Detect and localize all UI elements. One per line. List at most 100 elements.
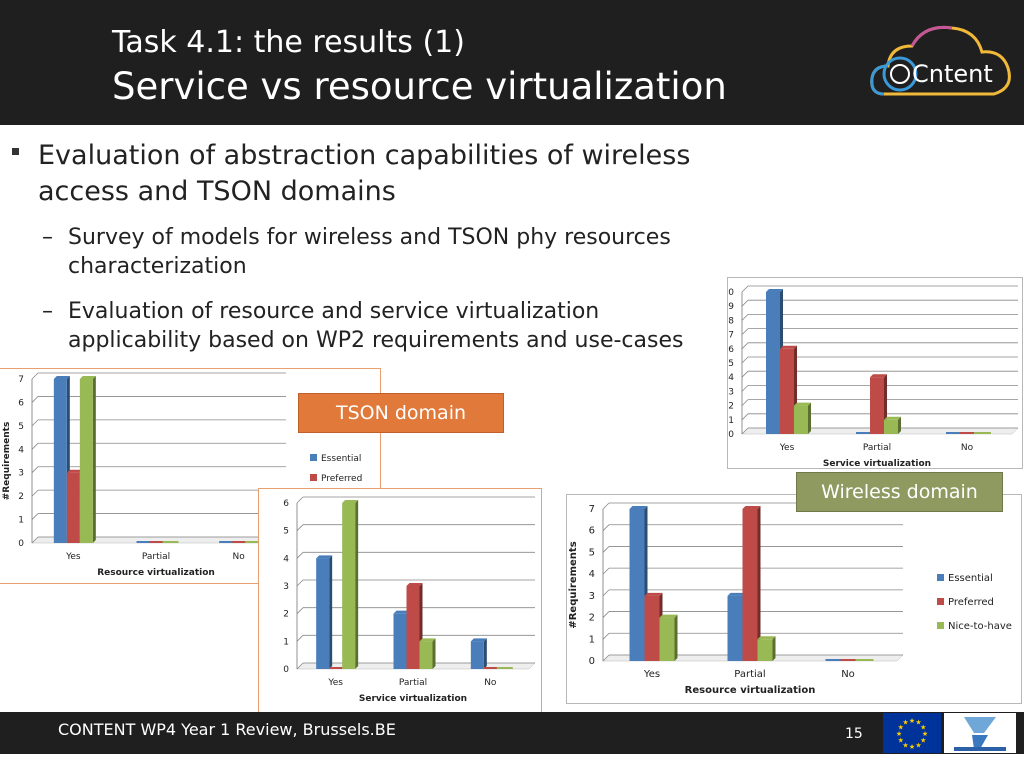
bar-partial-preferred (742, 506, 761, 661)
content-cloud-logo: Cntent (866, 16, 1016, 116)
y-tick-label: 6 (283, 499, 289, 509)
legend-swatch (937, 598, 944, 605)
x-axis-label: Service virtualization (359, 694, 467, 704)
eu-star-icon: ★ (898, 737, 904, 745)
y-tick-label: 7 (728, 331, 734, 341)
grid-line-side (296, 635, 304, 642)
x-axis-label: Resource virtualization (97, 568, 215, 578)
eu-star-icon: ★ (896, 730, 902, 738)
sub-bullet-1-text: Survey of models for wireless and TSON p… (68, 225, 671, 279)
y-tick-label: 4 (283, 554, 289, 564)
bar-yes-nice-to-have (659, 614, 678, 661)
y-tick-label: 6 (728, 345, 734, 355)
bar-yes-nice-to-have (79, 376, 96, 543)
grid-line-side (602, 502, 610, 510)
seventh-framework-programme-logo (944, 713, 1016, 753)
slide-header (0, 0, 1024, 125)
legend-swatch (310, 474, 317, 481)
grid-line-side (296, 607, 304, 614)
chart-wireless-service: 0 1 2 3 4 5 6 7 8 9 10 Yes Partial No Service virtuali… (727, 277, 1023, 469)
legend-swatch (937, 574, 944, 581)
y-tick-label: 10 (728, 288, 734, 298)
y-tick-label: 0 (589, 656, 595, 667)
y-tick-label: 2 (283, 610, 289, 620)
grid-line-side (602, 611, 610, 618)
eu-star-icon: ★ (920, 737, 926, 745)
slide-title-line2: Service vs resource virtualization (112, 65, 727, 108)
x-tick-label: No (961, 443, 974, 453)
bar-no-preferred (232, 541, 249, 543)
x-tick-label: Partial (734, 669, 765, 680)
grid-line-side (741, 356, 749, 364)
bar-partial-essential (136, 541, 153, 543)
x-tick-label: No (484, 678, 497, 688)
grid-line-side (602, 633, 610, 640)
grid-line-side (741, 299, 749, 307)
legend-swatch (937, 622, 944, 629)
page-number: 15 (845, 726, 863, 742)
sub-bullet-dash: – (42, 299, 53, 324)
y-tick-label: 1 (728, 416, 734, 426)
y-tick-label: 4 (18, 445, 24, 455)
wireless-service-svg: 0 1 2 3 4 5 6 7 8 9 10 Yes Partial No Service virtuali… (728, 285, 1019, 468)
x-tick-label: Yes (779, 443, 795, 453)
legend-entry: Essential (948, 573, 993, 584)
eu-star-icon: ★ (898, 724, 904, 732)
y-tick-label: 5 (283, 527, 289, 537)
grid-line-side (741, 328, 749, 335)
bar-yes-nice-to-have (794, 402, 811, 434)
grid-line-side (296, 662, 304, 670)
x-tick-label: No (233, 552, 246, 562)
y-tick-label: 1 (589, 634, 595, 645)
logo-text: Cntent (912, 60, 993, 88)
bar-partial-preferred (870, 374, 887, 434)
grid-line-side (296, 524, 304, 531)
grid-line-side (741, 285, 749, 293)
eu-star-icon: ★ (909, 743, 915, 751)
tson-domain-label: TSON domain (298, 393, 504, 433)
grid-line-side (741, 399, 749, 406)
grid-line-side (741, 385, 749, 392)
main-bullet-text: Evaluation of abstraction capabilities o… (38, 140, 691, 207)
grid-line-side (31, 513, 39, 520)
wireless-resource-svg: 0 1 2 3 4 5 6 7 Yes Partial No Resource virtualizat… (568, 502, 1012, 696)
grid-line-side (602, 567, 610, 575)
eu-star-icon: ★ (902, 741, 908, 749)
grid-line-side (741, 342, 749, 350)
chart-tson-service: 0 1 2 3 4 5 6 Yes Partial No Service virtualizatio… (258, 488, 542, 714)
y-tick-label: 4 (589, 569, 595, 580)
y-tick-label: 5 (18, 422, 24, 432)
sub-bullet-2-text: Evaluation of resource and service virtu… (68, 299, 684, 353)
bar-no-nice-to-have (496, 667, 513, 669)
grid-line-side (602, 546, 610, 553)
x-tick-label: No (841, 669, 855, 680)
footer-text: CONTENT WP4 Year 1 Review, Brussels.BE (58, 720, 396, 739)
grid-line-side (741, 427, 749, 435)
y-tick-label: 4 (728, 373, 734, 383)
eu-star-icon: ★ (915, 741, 921, 749)
y-axis-label: #Requirements (2, 422, 12, 501)
y-tick-label: 5 (728, 359, 734, 369)
bar-no-nice-to-have (855, 659, 874, 661)
grid-line-side (602, 654, 610, 662)
slide-title-line1: Task 4.1: the results (1) (112, 25, 465, 60)
legend-entry: Essential (321, 454, 361, 464)
bar-no-preferred (960, 432, 977, 434)
y-tick-label: 2 (728, 402, 734, 412)
tson-resource-svg: 0 1 2 3 4 5 6 7 Yes Partial No Resource virtualizat… (2, 372, 362, 578)
y-tick-label: 7 (18, 375, 24, 385)
grid-line-side (741, 413, 749, 421)
y-tick-label: 8 (728, 316, 734, 326)
grid-line-side (602, 589, 610, 597)
bar-no-preferred (483, 667, 500, 669)
y-tick-label: 2 (589, 613, 595, 624)
x-axis-label: Service virtualization (823, 459, 931, 468)
slide-footer (0, 712, 1024, 754)
y-tick-label: 1 (18, 516, 24, 526)
grid-line-side (741, 314, 749, 321)
x-tick-label: Yes (65, 552, 81, 562)
eu-flag-icon: ★ ★ ★ ★ ★ ★ ★ ★ ★ ★ ★ ★ (883, 713, 941, 753)
bar-yes-nice-to-have (342, 500, 359, 669)
bar-partial-nice-to-have (884, 416, 901, 434)
y-tick-label: 3 (283, 582, 289, 592)
